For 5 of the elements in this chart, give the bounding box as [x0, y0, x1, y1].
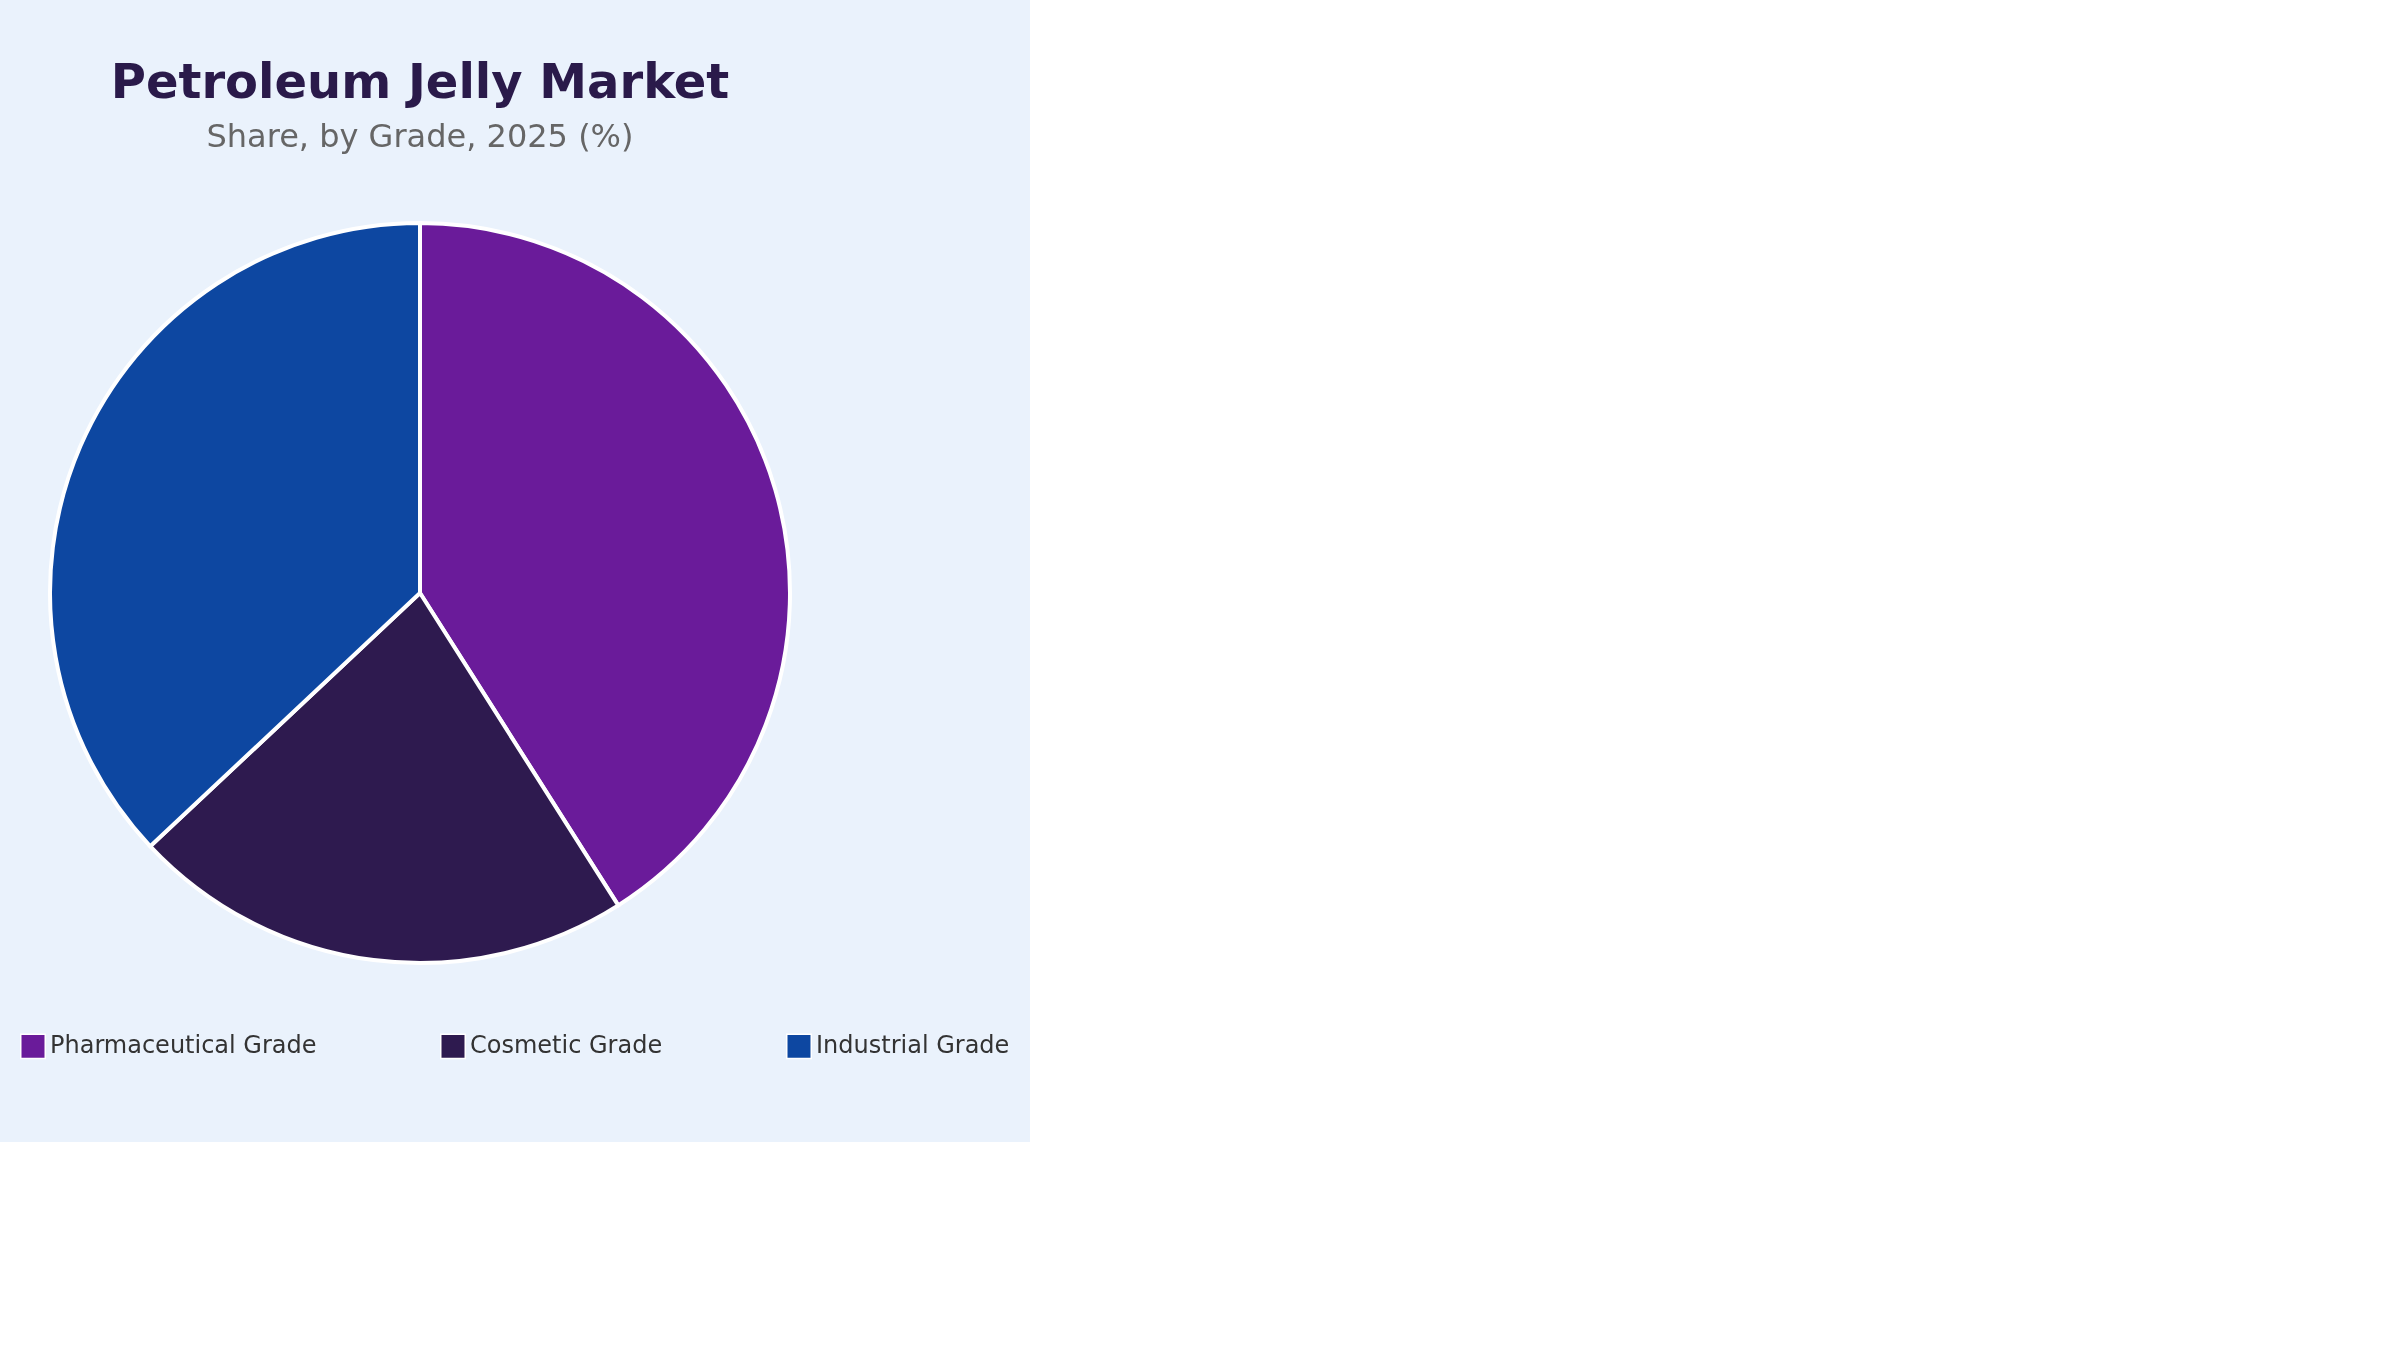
legend-label: Industrial Grade: [816, 1031, 1010, 1060]
legend-label: Cosmetic Grade: [470, 1031, 663, 1060]
legend-label: Pharmaceutical Grade: [50, 1031, 317, 1060]
chart-subtitle: Share, by Grade, 2025 (%): [206, 117, 634, 155]
chart-title: Petroleum Jelly Market: [110, 53, 730, 109]
